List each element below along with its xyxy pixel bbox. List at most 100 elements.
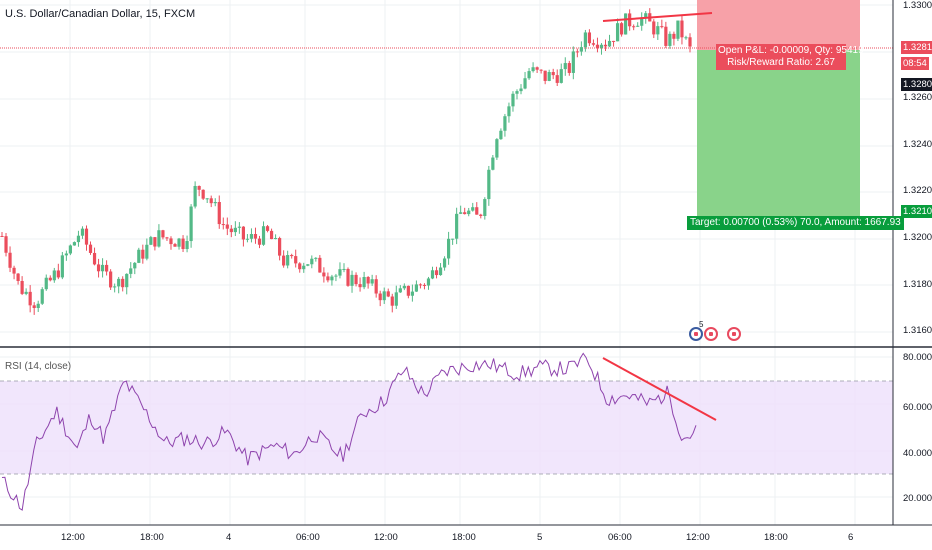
- candle-body: [64, 253, 68, 256]
- target-label-box[interactable]: Target: 0.00700 (0.53%) 70.0, Amount: 16…: [687, 216, 904, 230]
- candle-body: [664, 26, 668, 46]
- candle-body: [475, 207, 479, 215]
- candle-body: [394, 292, 398, 306]
- candle-body: [676, 20, 680, 39]
- us-flag-event-icon[interactable]: [689, 327, 703, 341]
- candle-body: [0, 236, 4, 238]
- candle-body: [660, 26, 664, 28]
- candle-body: [410, 291, 414, 296]
- candle-body: [233, 227, 237, 233]
- candle-body: [390, 296, 394, 306]
- price-tick: 1.32400: [903, 139, 932, 150]
- candle-body: [261, 226, 266, 245]
- candle-body: [563, 63, 567, 70]
- price-tick: 1.31600: [903, 325, 932, 336]
- candle-body: [88, 244, 93, 253]
- time-tick: 18:00: [452, 532, 476, 543]
- candle-body: [499, 130, 503, 140]
- price-trendline[interactable]: [602, 12, 713, 22]
- candle-body: [113, 286, 117, 288]
- candle-body: [636, 25, 640, 27]
- candle-body: [96, 264, 101, 272]
- candle-body: [539, 69, 543, 71]
- candle-body: [117, 278, 121, 287]
- price-tick: 1.31800: [903, 279, 932, 290]
- candle-body: [294, 256, 298, 264]
- candle-body: [8, 252, 12, 268]
- candle-body: [145, 244, 149, 259]
- rsi-line: [1, 352, 697, 511]
- stop-loss-zone[interactable]: [697, 0, 860, 50]
- candle-body: [591, 43, 596, 45]
- candle-body: [491, 157, 495, 170]
- candle-body: [599, 44, 604, 48]
- candle-body: [76, 235, 81, 243]
- candle-body: [615, 23, 620, 42]
- candle-body: [181, 238, 185, 250]
- candle-body: [575, 51, 579, 53]
- candle-body: [503, 116, 507, 131]
- candle-body: [36, 303, 40, 308]
- candle-body: [286, 255, 290, 266]
- take-profit-zone[interactable]: [697, 50, 860, 222]
- price-tick: 1.32600: [903, 92, 932, 103]
- symbol-title[interactable]: U.S. Dollar/Canadian Dollar, 15, FXCM: [5, 8, 196, 20]
- canada-flag-event-icon[interactable]: [704, 327, 718, 341]
- candle-body: [80, 228, 85, 236]
- candle-body: [487, 169, 491, 200]
- candle-body: [342, 268, 346, 270]
- candle-body: [378, 293, 382, 301]
- candle-body: [28, 291, 32, 306]
- candle-body: [217, 201, 221, 225]
- candle-body: [459, 212, 463, 214]
- candle-body: [402, 285, 406, 289]
- event-count: 5: [699, 320, 704, 329]
- candle-body: [237, 226, 241, 228]
- candle-body: [535, 67, 539, 70]
- candle-body: [632, 26, 636, 28]
- candle-body: [241, 226, 246, 240]
- candle-body: [282, 255, 286, 266]
- candle-body: [555, 75, 559, 83]
- candle-body: [48, 277, 52, 281]
- time-tick: 6: [848, 532, 854, 543]
- candle-body: [543, 70, 547, 81]
- candle-body: [201, 189, 205, 199]
- candle-body: [185, 241, 189, 250]
- candle-body: [189, 206, 193, 242]
- rsi-tick: 60.0000: [903, 402, 932, 413]
- candle-body: [298, 263, 302, 270]
- candle-body: [245, 238, 250, 240]
- candle-body: [527, 71, 531, 79]
- candle-body: [249, 234, 254, 239]
- countdown-tag: 08:54: [901, 57, 929, 70]
- rsi-trendline[interactable]: [602, 357, 717, 421]
- candle-body: [434, 270, 439, 276]
- candle-body: [455, 213, 459, 239]
- candle-body: [197, 185, 201, 190]
- rsi-title[interactable]: RSI (14, close): [5, 361, 72, 372]
- candle-body: [269, 230, 274, 240]
- candle-body: [153, 237, 157, 247]
- candle-body: [551, 72, 555, 76]
- candle-body: [105, 264, 109, 272]
- candle-body: [4, 236, 8, 253]
- candle-body: [60, 255, 64, 278]
- candle-body: [52, 270, 56, 281]
- candle-body: [92, 252, 97, 265]
- canada-flag-event-icon[interactable]: [727, 327, 741, 341]
- candle-body: [257, 238, 262, 245]
- candle-body: [322, 272, 326, 277]
- candle-body: [571, 51, 575, 73]
- candle-body: [446, 238, 451, 259]
- candle-body: [547, 72, 551, 81]
- position-pnl-box[interactable]: Open P&L: -0.00009, Qty: 95419 Risk/Rewa…: [716, 44, 864, 70]
- candle-body: [141, 249, 145, 259]
- candle-body: [624, 13, 628, 35]
- rsi-band: [0, 381, 893, 474]
- candle-body: [362, 277, 366, 288]
- candle-body: [330, 276, 334, 281]
- candle-body: [68, 245, 72, 254]
- candle-body: [668, 33, 672, 46]
